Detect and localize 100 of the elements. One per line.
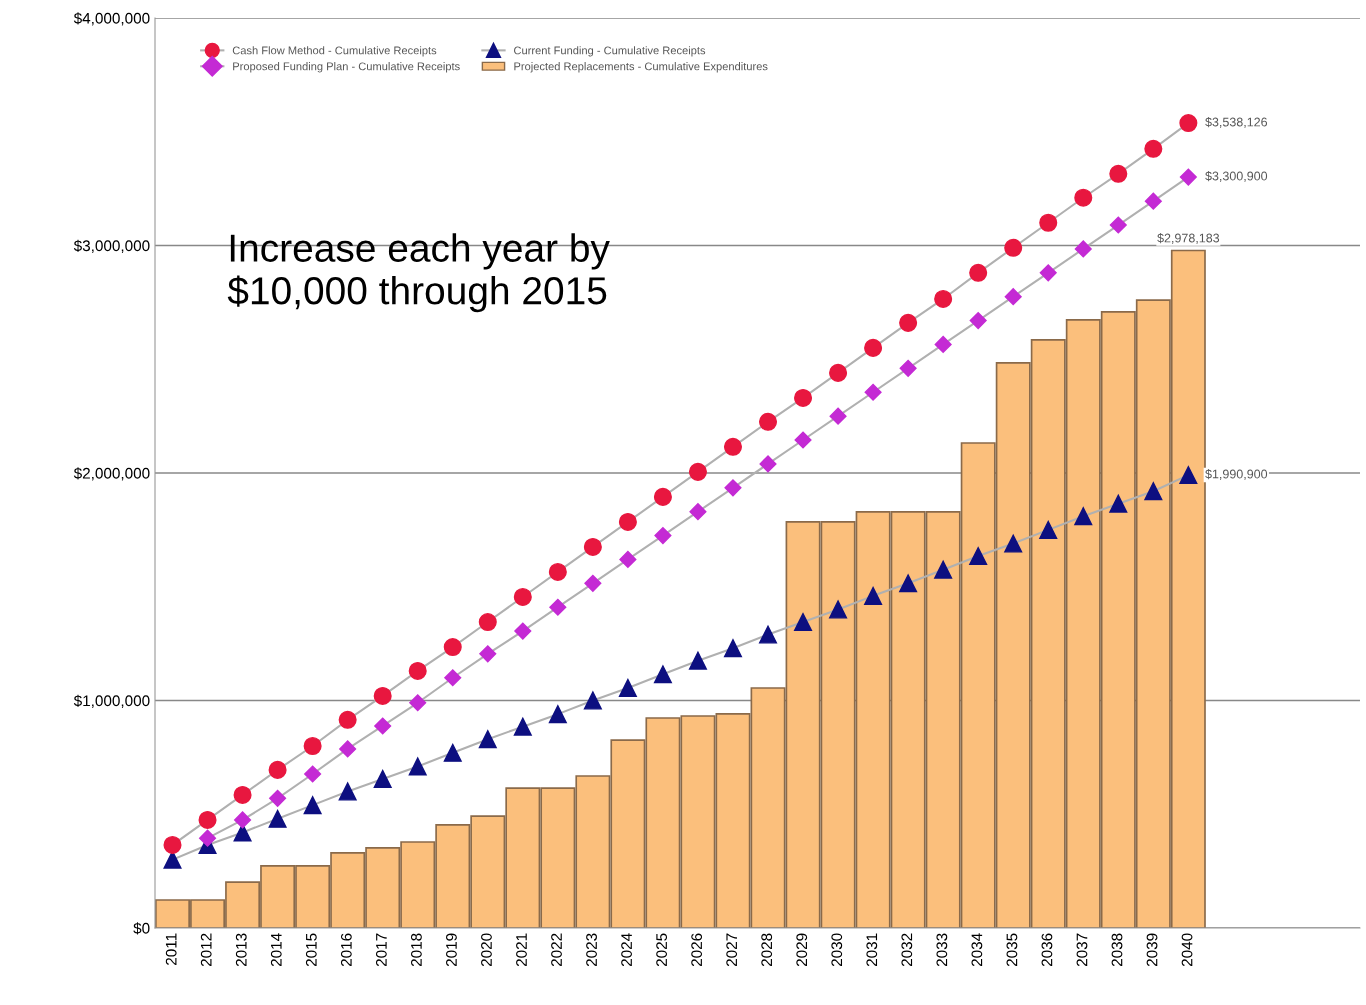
point [794, 612, 813, 632]
x-tick-label: 2034 [971, 933, 983, 967]
x-tick-label: 2023 [586, 933, 597, 967]
point [408, 661, 427, 680]
y-tick-label: $1,000,000 [73, 694, 150, 708]
point [1144, 482, 1163, 501]
point [373, 686, 392, 705]
x-tick-label: 2021 [516, 933, 527, 967]
point [829, 407, 847, 425]
point [1144, 192, 1162, 210]
point [163, 835, 182, 854]
point [234, 811, 252, 829]
point [723, 437, 743, 456]
legend-label: Current Funding - Cumulative Receipts [514, 46, 706, 57]
point [513, 717, 532, 736]
y-tick-label: $3,000,000 [73, 239, 150, 253]
point [303, 736, 322, 756]
data-label: $1,990,900 [1205, 469, 1268, 480]
point [373, 769, 392, 789]
x-tick-label: 2024 [621, 933, 632, 967]
point [339, 740, 357, 758]
point [549, 598, 567, 616]
point [304, 765, 322, 783]
point [934, 289, 953, 308]
point [969, 547, 988, 566]
point [268, 760, 287, 779]
point [758, 412, 778, 431]
x-tick-label: 2037 [1076, 933, 1088, 967]
point [583, 691, 602, 710]
point [198, 810, 217, 829]
x-tick-label: 2035 [1006, 933, 1018, 967]
x-tick-label: 2036 [1041, 933, 1053, 967]
point [654, 527, 672, 545]
point [478, 612, 497, 632]
point [1109, 494, 1128, 513]
point [1039, 264, 1057, 282]
point [1179, 466, 1198, 485]
point [548, 562, 567, 581]
point [1004, 534, 1023, 553]
x-tick-label: 2012 [200, 933, 212, 967]
point [794, 388, 813, 407]
point [1074, 507, 1093, 526]
point [409, 694, 427, 712]
point [444, 669, 462, 687]
point [269, 789, 287, 807]
x-tick-label: 2026 [691, 933, 703, 967]
x-tick-label: 2020 [481, 933, 492, 967]
point [969, 312, 987, 330]
x-tick-label: 2015 [305, 933, 317, 967]
x-tick-label: 2027 [726, 933, 738, 967]
legend-label: Proposed Funding Plan - Cumulative Receipts [233, 62, 460, 73]
point [759, 455, 777, 473]
x-tick-label: 2016 [340, 933, 352, 967]
point [584, 574, 602, 592]
x-tick-label: 2029 [796, 933, 808, 967]
y-tick-label: $4,000,000 [73, 12, 150, 26]
x-tick-label: 2017 [375, 933, 387, 967]
point [1074, 188, 1093, 207]
x-tick-label: 2011 [165, 933, 177, 965]
point [829, 600, 848, 619]
point [618, 678, 637, 698]
y-tick-label: $2,000,000 [73, 467, 150, 481]
point [864, 383, 882, 401]
point [899, 574, 918, 593]
x-tick-label: 2028 [761, 933, 773, 967]
point [443, 638, 462, 657]
point [1109, 216, 1127, 234]
point [408, 757, 427, 776]
point [1004, 238, 1023, 257]
x-tick-label: 2022 [551, 933, 562, 967]
x-tick-label: 2031 [866, 933, 878, 967]
x-tick-label: 2039 [1146, 933, 1158, 967]
point [514, 622, 532, 640]
point [1004, 288, 1022, 306]
point [723, 639, 743, 658]
point [1074, 240, 1092, 258]
point [758, 625, 778, 644]
x-tick-label: 2030 [831, 933, 843, 967]
data-label: $3,538,126 [1205, 117, 1268, 128]
point [198, 829, 217, 847]
point [653, 487, 672, 506]
point [899, 313, 918, 332]
point [724, 479, 742, 497]
point [934, 560, 953, 579]
point [1039, 213, 1058, 232]
x-tick-label: 2033 [936, 933, 948, 967]
data-label: $2,978,183 [1157, 233, 1220, 244]
x-tick-label: 2013 [235, 933, 247, 967]
point [1109, 164, 1128, 183]
point [583, 537, 602, 556]
x-tick-label: 2018 [411, 933, 422, 967]
legend-label: Projected Replacements - Cumulative Expenditures [514, 62, 768, 73]
point [689, 503, 707, 521]
point [1144, 139, 1163, 158]
point [478, 730, 497, 749]
point [794, 431, 812, 449]
point [899, 359, 917, 377]
point [233, 785, 252, 804]
point [374, 717, 392, 735]
point [829, 363, 848, 382]
